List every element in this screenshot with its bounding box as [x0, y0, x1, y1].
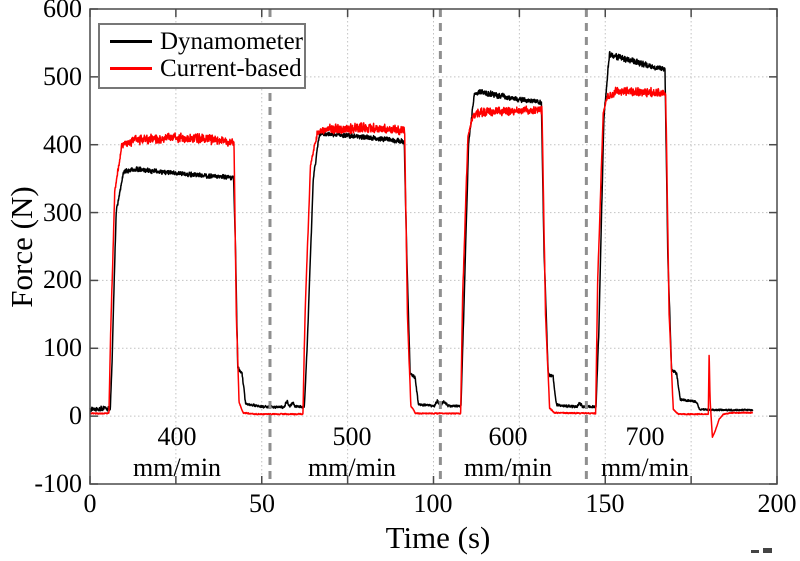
legend-label-current-based: Current-based	[160, 54, 302, 82]
annotation-600mm-value: 600	[488, 422, 528, 451]
annotation-400mm: 400 mm/min	[97, 421, 257, 483]
y-tick-600: 600	[43, 0, 82, 23]
annotation-700mm-unit: mm/min	[600, 453, 690, 482]
annotation-700mm-value: 700	[625, 422, 665, 451]
series-dynamometer	[89, 50, 754, 413]
axes-border	[89, 8, 778, 485]
legend-label-dynamometer: Dynamometer	[160, 27, 304, 55]
y-tick-n100: -100	[34, 469, 82, 498]
cropped-artifact	[763, 548, 772, 553]
legend-entry-current-based: Current-based	[110, 55, 302, 82]
legend: Dynamometer Current-based	[98, 23, 306, 89]
y-tick-300: 300	[43, 198, 82, 227]
dynamometer-line-swatch	[110, 40, 152, 43]
annotation-700mm: 700 mm/min	[565, 421, 725, 483]
annotation-600mm: 600 mm/min	[428, 421, 588, 483]
y-axis-label: Force (N)	[4, 186, 39, 308]
annotation-400mm-unit: mm/min	[132, 453, 222, 482]
y-tick-200: 200	[43, 265, 82, 294]
annotation-500mm-unit: mm/min	[307, 453, 397, 482]
y-tick-400: 400	[43, 130, 82, 159]
x-tick-200: 200	[757, 489, 797, 518]
y-tick-100: 100	[43, 333, 82, 362]
x-axis-label: Time (s)	[385, 520, 491, 555]
x-tick-50: 50	[249, 489, 275, 518]
annotation-500mm-value: 500	[332, 422, 372, 451]
x-tick-150: 150	[585, 489, 625, 518]
annotation-600mm-unit: mm/min	[463, 453, 553, 482]
series-current-based	[89, 86, 754, 438]
legend-entry-dynamometer: Dynamometer	[110, 28, 303, 55]
cropped-artifact	[751, 550, 759, 553]
x-tick-100: 100	[413, 489, 453, 518]
annotation-400mm-value: 400	[157, 422, 197, 451]
current-based-line-swatch	[110, 67, 152, 70]
x-tick-0: 0	[83, 489, 97, 518]
y-tick-500: 500	[43, 62, 82, 91]
annotation-500mm: 500 mm/min	[272, 421, 432, 483]
y-tick-0: 0	[69, 401, 82, 430]
